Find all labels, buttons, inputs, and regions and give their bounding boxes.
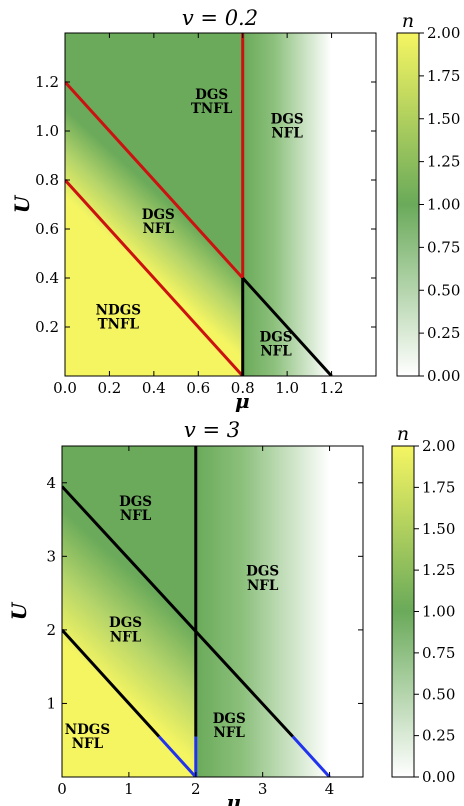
panel-v-0.2: DGS TNFL DGS NFL DGS NFL NDGS TNFL DGS NFL 0.0 0.2 0… (10, 6, 460, 413)
colorbar-tick-label: 1.50 (427, 110, 460, 128)
y-tick-label: 0.4 (35, 269, 59, 287)
phase-boundary-red-1 (65, 80, 244, 280)
y-tick-label: 0.8 (35, 171, 59, 189)
x-tick-label: 0.2 (97, 379, 121, 397)
x-tick-label: 0.8 (231, 379, 255, 397)
colorbar-label: n (397, 423, 409, 445)
colorbar-tick-label: 0.50 (427, 281, 460, 299)
colorbar-label: n (402, 10, 414, 32)
region-label: DGS NFL (119, 494, 152, 524)
panel-title: v = 0.2 (182, 6, 258, 30)
phase-boundary-black-4 (241, 276, 333, 376)
x-tick-label: 1.2 (320, 379, 344, 397)
colorbar-tick-label: 0.00 (422, 768, 455, 786)
y-axis-label: U (7, 601, 31, 620)
colorbar-tick-label: 0.25 (422, 727, 455, 745)
x-tick-label: 3 (258, 780, 268, 798)
phase-boundary-blue-1 (157, 735, 197, 777)
y-tick-label: 1.2 (35, 73, 59, 91)
colorbar-tick-label: 1.50 (422, 520, 455, 538)
y-tick-label: 2 (46, 621, 56, 639)
phase-boundary-black-0 (62, 628, 161, 738)
colorbar-tick-label: 1.00 (427, 196, 460, 214)
x-tick-label: 1 (124, 780, 134, 798)
region-label: DGS TNFL (191, 87, 233, 117)
x-tick-label: 0.0 (53, 379, 77, 397)
y-tick-label: 3 (46, 547, 56, 565)
phase-boundary-black-2 (62, 485, 294, 738)
colorbar-tick-label: 2.00 (422, 437, 455, 455)
x-tick-label: 1.0 (275, 379, 299, 397)
phase-boundary-red-0 (65, 178, 244, 376)
colorbar-tick-label: 1.25 (422, 561, 455, 579)
y-tick-label: 0.6 (35, 220, 59, 238)
y-tick-label: 1.0 (35, 122, 59, 140)
colorbar-tick-label: 0.00 (427, 367, 460, 385)
plot-frame (61, 445, 364, 778)
plot-frame (64, 32, 377, 377)
colorbar-tick-label: 1.25 (427, 153, 460, 171)
colorbar-tick-label: 0.25 (427, 324, 460, 342)
y-tick-label: 0.2 (35, 318, 59, 336)
x-tick-label: 0 (57, 780, 67, 798)
x-tick-label: 0.6 (186, 379, 210, 397)
region-label: DGS NFL (246, 564, 279, 594)
colorbar-tick-label: 1.75 (427, 67, 460, 85)
y-tick-label: 4 (46, 474, 56, 492)
region-label: DGS NFL (260, 329, 293, 359)
y-tick-label: 1 (46, 694, 56, 712)
colorbar (391, 445, 415, 778)
density-heatmap (65, 33, 376, 376)
x-axis-label: μ (235, 389, 250, 413)
region-label: NDGS TNFL (96, 303, 141, 333)
colorbar-tick-label: 0.75 (427, 238, 460, 256)
x-axis-label: μ (226, 790, 241, 806)
region-label: DGS NFL (213, 711, 246, 741)
region-label: DGS NFL (271, 111, 304, 141)
region-label: DGS NFL (142, 207, 175, 237)
density-heatmap (62, 446, 363, 777)
region-label: NDGS NFL (65, 722, 110, 752)
panel-title: v = 3 (184, 418, 240, 442)
colorbar (396, 32, 420, 377)
colorbar-tick-label: 1.00 (422, 603, 455, 621)
y-axis-label: U (10, 194, 34, 213)
x-tick-label: 2 (191, 780, 201, 798)
phase-boundary-blue-3 (291, 735, 331, 777)
x-tick-label: 4 (325, 780, 335, 798)
colorbar-tick-label: 1.75 (422, 478, 455, 496)
x-tick-label: 0.4 (142, 379, 166, 397)
region-label: DGS NFL (109, 615, 142, 645)
panel-v-3: DGS NFL DGS NFL DGS NFL NDGS NFL DGS NFL 0 1 2 3 4 1 2 3 4… (7, 418, 455, 806)
colorbar-tick-label: 0.50 (422, 685, 455, 703)
colorbar-tick-label: 0.75 (422, 644, 455, 662)
colorbar-tick-label: 2.00 (427, 24, 460, 42)
